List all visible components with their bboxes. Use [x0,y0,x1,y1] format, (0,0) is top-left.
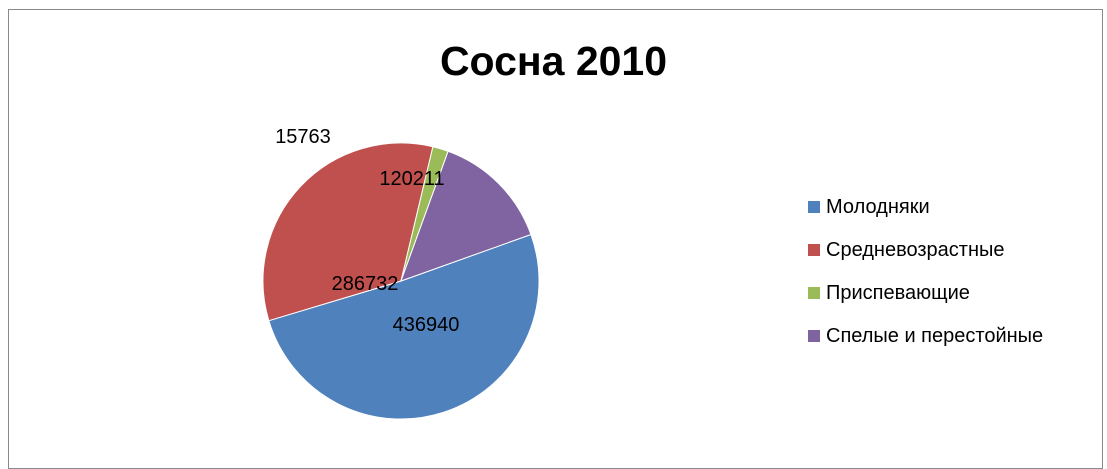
data-label-prispevayushchie: 15763 [275,126,331,148]
legend-label: Приспевающие [826,281,970,304]
slice-molodnyaki [268,233,540,420]
legend-item-prispevayushchie: Приспевающие [808,282,1043,304]
chart-area [8,9,1103,469]
legend: Молодняки Средневозрастные Приспевающие … [808,196,1043,368]
legend-swatch [808,244,820,256]
legend-label: Средневозрастные [826,238,1005,261]
data-label-spelye: 120211 [379,168,444,190]
chart-title: Сосна 2010 [439,38,668,84]
legend-item-spelye: Спелые и перестойные [808,325,1043,347]
legend-swatch [808,201,820,213]
legend-swatch [808,287,820,299]
slice-spelye [400,150,532,282]
slice-srednevozrastnye [262,142,434,322]
legend-label: Спелые и перестойные [826,324,1044,347]
legend-item-srednevozrastnye: Средневозрастные [808,239,1043,261]
data-label-molodnyaki: 436940 [393,314,460,336]
data-label-srednevozrastnye: 286732 [332,273,399,295]
legend-label: Молодняки [826,195,930,218]
legend-swatch [808,330,820,342]
legend-item-molodnyaki: Молодняки [808,196,1043,218]
